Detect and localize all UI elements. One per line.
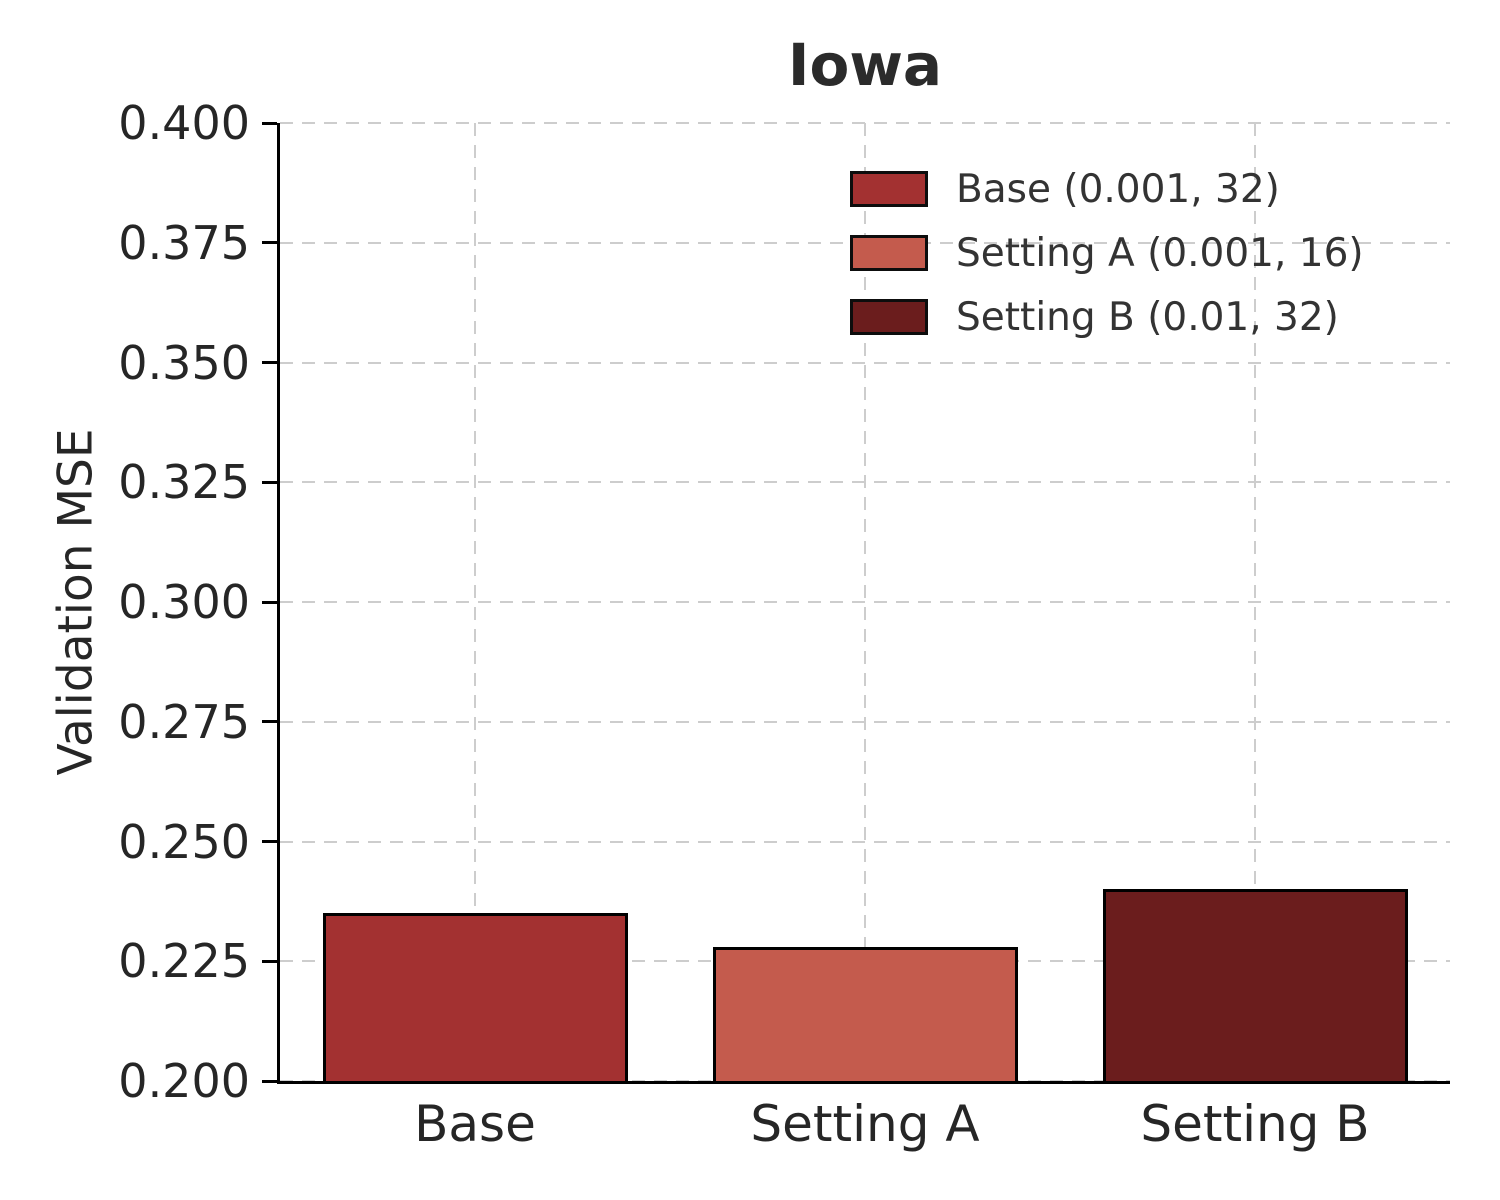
y-tick-mark (262, 720, 277, 724)
bar-base (322, 913, 628, 1084)
bar-setting-b (1102, 889, 1408, 1084)
y-tick-label: 0.200 (118, 1054, 250, 1108)
y-tick-mark (262, 1079, 277, 1083)
y-tick-label: 0.300 (118, 575, 250, 629)
legend-swatch (850, 235, 928, 271)
legend-label: Setting A (0.001, 16) (956, 230, 1364, 276)
legend-label: Setting B (0.01, 32) (956, 294, 1339, 340)
x-gridline (1254, 123, 1256, 1081)
y-tick-label: 0.400 (118, 96, 250, 150)
y-tick-mark (262, 600, 277, 604)
y-tick-mark (262, 480, 277, 484)
y-tick-label: 0.350 (118, 335, 250, 390)
y-tick-label: 0.375 (118, 215, 250, 270)
y-tick-mark (262, 121, 277, 125)
y-tick-mark (262, 840, 277, 843)
x-tick-label-setting-a: Setting A (750, 1095, 980, 1153)
y-tick-label: 0.275 (118, 694, 250, 749)
plot-area: Base (0.001, 32) Setting A (0.001, 16) Set… (118, 100, 1450, 1149)
y-axis-spine (277, 123, 280, 1084)
legend-entry: Setting A (0.001, 16) (850, 221, 1364, 285)
y-tick-label: 0.325 (118, 455, 250, 510)
x-tick-label-setting-b: Setting B (1140, 1095, 1370, 1153)
x-tick-label-base: Base (414, 1095, 536, 1153)
legend-swatch (850, 171, 928, 207)
bar-setting-a (712, 946, 1018, 1084)
y-tick-mark (262, 241, 277, 245)
legend: Base (0.001, 32) Setting A (0.001, 16) Set… (850, 157, 1364, 349)
legend-label: Base (0.001, 32) (956, 166, 1280, 212)
y-tick-mark (262, 361, 277, 364)
x-gridline (864, 123, 866, 1081)
legend-entry: Setting B (0.01, 32) (850, 285, 1364, 349)
legend-entry: Base (0.001, 32) (850, 157, 1364, 221)
legend-swatch (850, 299, 928, 335)
y-tick-label: 0.225 (118, 934, 250, 989)
y-tick-label: 0.250 (118, 814, 250, 869)
chart-title: Iowa (787, 31, 943, 99)
x-gridline (474, 123, 476, 1081)
y-tick-mark (262, 959, 277, 963)
x-axis-spine (277, 1081, 1450, 1084)
